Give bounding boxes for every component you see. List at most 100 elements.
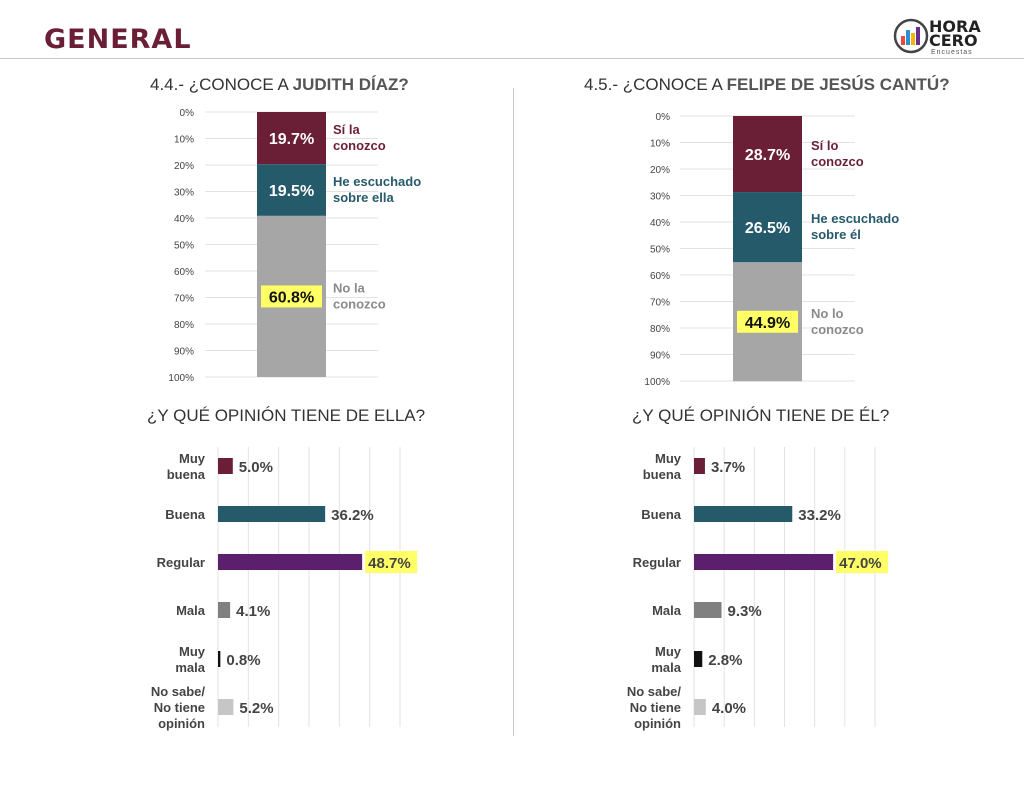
panel-title-prefix: 4.4.- ¿CONOCE A	[150, 75, 293, 94]
data-label: 5.2%	[239, 700, 273, 717]
data-label: 44.9%	[745, 315, 790, 332]
y-tick-label: 40%	[174, 214, 194, 225]
category-label: Buena	[641, 507, 682, 522]
bar	[218, 554, 363, 570]
category-label: Regular	[633, 555, 681, 570]
data-label: 4.1%	[236, 603, 270, 620]
panel-divider	[513, 88, 514, 736]
data-label-highlight	[261, 285, 322, 308]
legend-label: conozco	[333, 296, 386, 311]
bar	[694, 699, 706, 715]
legend-label: conozco	[811, 154, 864, 169]
stacked-bar-segment	[257, 164, 326, 216]
y-tick-label: 30%	[650, 192, 670, 203]
panel-title-name: JUDITH DÍAZ?	[292, 75, 409, 94]
category-label: Mala	[652, 603, 682, 618]
y-tick-label: 10%	[174, 135, 194, 146]
y-tick-label: 80%	[174, 320, 194, 331]
y-tick-label: 20%	[174, 161, 194, 172]
legend-label: sobre ella	[333, 190, 394, 205]
logo-text-cero: CERO	[929, 31, 978, 50]
bar	[218, 602, 231, 618]
data-label: 47.0%	[839, 555, 882, 572]
page-title: GENERAL	[44, 24, 192, 55]
header-divider	[0, 58, 1024, 59]
stacked-bar-segment	[733, 116, 802, 193]
bar	[694, 506, 793, 522]
stacked-bar-segment	[733, 192, 802, 263]
legend-label: He escuchado	[333, 174, 421, 189]
category-label: mala	[175, 660, 205, 675]
y-tick-label: 100%	[168, 373, 194, 384]
data-label: 9.3%	[728, 603, 762, 620]
bar	[694, 602, 722, 618]
opinion-title-left: ¿Y QUÉ OPINIÓN TIENE DE ELLA?	[147, 406, 426, 425]
data-label-highlight	[836, 551, 889, 573]
legend-label: Sí la	[333, 122, 361, 137]
category-label: opinión	[158, 716, 205, 731]
data-label: 0.8%	[226, 652, 260, 669]
y-tick-label: 70%	[650, 298, 670, 309]
category-label: No sabe/	[151, 684, 206, 699]
legend-label: He escuchado	[811, 211, 899, 226]
category-label: Mala	[176, 603, 206, 618]
data-label-highlight	[737, 310, 798, 333]
y-tick-label: 0%	[180, 108, 195, 119]
data-label: 5.0%	[239, 459, 273, 476]
category-label: No tiene	[630, 700, 681, 715]
legend-label: conozco	[811, 322, 864, 337]
y-tick-label: 30%	[174, 188, 194, 199]
y-tick-label: 50%	[174, 241, 194, 252]
bar	[694, 651, 703, 667]
y-tick-label: 90%	[650, 351, 670, 362]
y-tick-label: 60%	[650, 271, 670, 282]
data-label: 36.2%	[331, 507, 374, 524]
panel-title-prefix: 4.5.- ¿CONOCE A	[584, 75, 727, 94]
category-label: No tiene	[154, 700, 205, 715]
category-label: buena	[167, 467, 206, 482]
category-label: Muy	[179, 644, 206, 659]
category-label: buena	[643, 467, 682, 482]
y-tick-label: 40%	[650, 218, 670, 229]
bar	[218, 506, 326, 522]
category-label: opinión	[634, 716, 681, 731]
bar	[694, 554, 834, 570]
legend-label: sobre él	[811, 227, 861, 242]
y-tick-label: 10%	[650, 139, 670, 150]
legend-label: Sí lo	[811, 138, 839, 153]
category-label: Muy	[655, 451, 682, 466]
opinion-title-right: ¿Y QUÉ OPINIÓN TIENE DE ÉL?	[632, 406, 890, 425]
logo-text-hora: HORA	[929, 17, 981, 36]
legend-label: No la	[333, 280, 366, 295]
data-label: 33.2%	[798, 507, 841, 524]
legend-label: conozco	[333, 138, 386, 153]
data-label: 48.7%	[368, 555, 411, 572]
y-tick-label: 0%	[656, 112, 671, 123]
panel-title-name: FELIPE DE JESÚS CANTÚ?	[726, 75, 950, 94]
data-label: 60.8%	[269, 289, 314, 306]
category-label: Muy	[655, 644, 682, 659]
y-tick-label: 70%	[174, 294, 194, 305]
category-label: Buena	[165, 507, 206, 522]
logo-text-encuestas: Encuestas	[931, 49, 973, 56]
data-label: 19.7%	[269, 131, 314, 148]
y-tick-label: 20%	[650, 165, 670, 176]
brand-logo: HORA CERO Encuestas	[893, 18, 993, 58]
data-label: 4.0%	[712, 700, 746, 717]
bar	[694, 458, 705, 474]
bar	[218, 699, 234, 715]
panel-title-left: 4.4.- ¿CONOCE A JUDITH DÍAZ?	[150, 75, 409, 95]
y-tick-label: 90%	[174, 347, 194, 358]
data-label: 28.7%	[745, 147, 790, 164]
y-tick-label: 80%	[650, 324, 670, 335]
category-label: mala	[651, 660, 681, 675]
logo-icon	[893, 18, 929, 54]
legend-label: No lo	[811, 306, 844, 321]
data-label-highlight	[365, 551, 418, 573]
bar	[218, 458, 233, 474]
stacked-bar-segment	[257, 112, 326, 165]
y-tick-label: 50%	[650, 245, 670, 256]
data-label: 26.5%	[745, 220, 790, 237]
y-tick-label: 60%	[174, 267, 194, 278]
